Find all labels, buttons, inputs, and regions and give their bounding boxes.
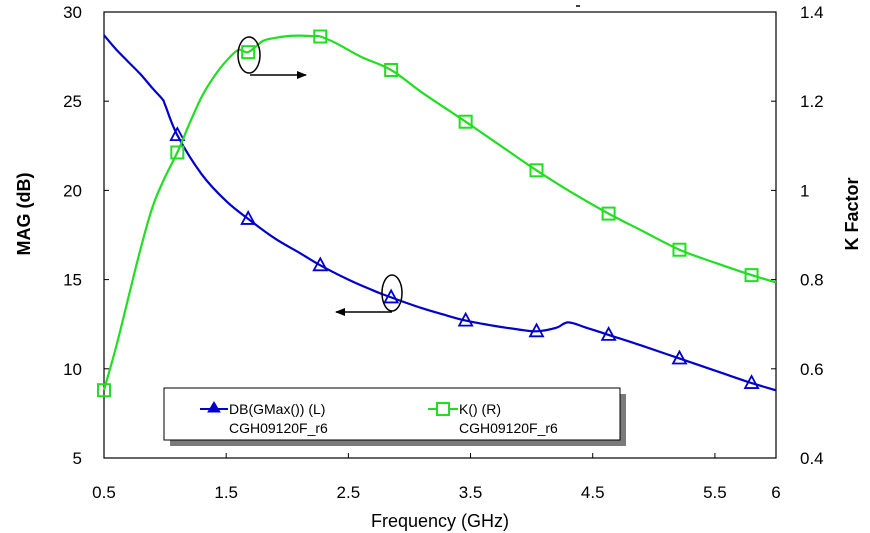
data-point-gmax — [671, 349, 688, 365]
series-line-k-factor — [102, 34, 777, 391]
y-axis-label: MAG (dB) — [14, 173, 34, 256]
data-point-k-factor — [170, 145, 185, 160]
legend: DB(GMax()) (L) CGH09120F_r6 K() (R) CGH0… — [163, 387, 626, 446]
data-point-gmax — [383, 288, 400, 304]
data-point-gmax — [600, 326, 617, 341]
y-tick-label: 15 — [63, 271, 82, 290]
data-point-gmax — [457, 311, 474, 327]
legend-label-gmax: DB(GMax()) (L) — [229, 401, 325, 417]
y2-axis-label: K Factor — [842, 177, 862, 250]
y-tick-label: 5 — [73, 449, 82, 468]
data-point-k-factor — [384, 62, 399, 77]
data-point-k-factor — [241, 45, 256, 60]
data-point-gmax — [169, 126, 186, 141]
data-point-k-factor — [744, 268, 759, 283]
mag-callout-ellipse — [381, 274, 403, 312]
legend-marker-square — [436, 402, 450, 416]
x-tick-label: 4.5 — [581, 483, 605, 502]
x-axis-label: Frequency (GHz) — [371, 511, 509, 531]
legend-label-k: K() (R) — [459, 401, 501, 417]
plot-area — [103, 11, 777, 459]
y2-axis-ticks: 0.4 0.6 0.8 1 1.2 1.4 — [771, 3, 824, 468]
data-point-gmax — [528, 322, 545, 338]
y2-tick-label: 0.8 — [800, 271, 824, 290]
x-axis-ticks: 0.5 1.5 2.5 3.5 4.5 5.5 6 — [92, 453, 781, 502]
x-tick-label: 0.5 — [92, 483, 116, 502]
legend-marker-triangle — [207, 401, 221, 413]
x-tick-label: 5.5 — [703, 483, 727, 502]
data-point-k-factor — [672, 242, 687, 257]
data-point-gmax — [240, 210, 257, 225]
y2-tick-label: 1 — [800, 181, 809, 200]
data-point-k-factor — [97, 383, 111, 398]
x-tick-label: 6 — [771, 483, 780, 502]
data-point-k-factor — [313, 29, 328, 44]
data-point-gmax — [743, 374, 760, 389]
data-point-k-factor — [529, 163, 544, 178]
y-tick-label: 10 — [63, 360, 82, 379]
data-point-k-factor — [601, 206, 616, 221]
y2-tick-label: 1.2 — [800, 92, 824, 111]
x-tick-label: 1.5 — [214, 483, 238, 502]
x-tick-label: 2.5 — [337, 483, 361, 502]
data-point-gmax — [312, 256, 329, 272]
y-axis-ticks: 5 10 15 20 25 30 — [63, 3, 109, 468]
y2-tick-label: 1.4 — [800, 3, 824, 22]
x-tick-label: 3.5 — [459, 483, 483, 502]
k-factor-callout-ellipse — [237, 36, 261, 74]
legend-box — [163, 387, 621, 441]
y-tick-label: 30 — [63, 3, 82, 22]
y-tick-label: 20 — [63, 181, 82, 200]
legend-sublabel-gmax: CGH09120F_r6 — [229, 420, 328, 436]
y2-tick-label: 0.6 — [800, 360, 824, 379]
y2-tick-label: 0.4 — [800, 449, 824, 468]
legend-sublabel-k: CGH09120F_r6 — [459, 420, 558, 436]
y-tick-label: 25 — [63, 92, 82, 111]
data-point-k-factor — [458, 114, 473, 129]
